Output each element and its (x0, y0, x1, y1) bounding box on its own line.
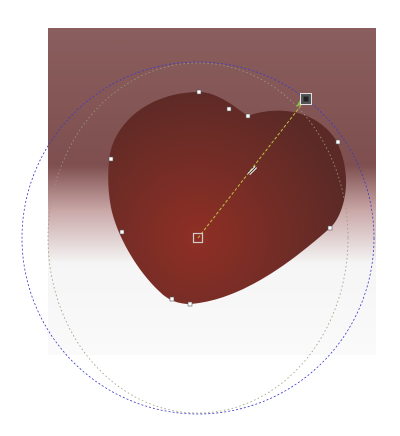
gradient-direction-line (197, 98, 307, 239)
path-node[interactable] (327, 225, 333, 231)
path-node[interactable] (245, 113, 251, 119)
path-node[interactable] (226, 106, 232, 112)
path-node[interactable] (187, 301, 193, 307)
gradient-midpoint-handle-outline (248, 166, 257, 175)
path-node[interactable] (169, 296, 175, 302)
path-node[interactable] (108, 156, 114, 162)
path-node[interactable] (196, 89, 202, 95)
heart-shape[interactable] (108, 92, 347, 304)
path-nodes[interactable] (108, 89, 341, 307)
gradient-center-handle[interactable] (192, 232, 204, 244)
radial-bounding-circle (21, 61, 375, 415)
gradient-extent-ellipse (47, 62, 349, 414)
gradient-end-handle-inner (303, 96, 309, 102)
path-node[interactable] (335, 139, 341, 145)
path-node[interactable] (119, 229, 125, 235)
